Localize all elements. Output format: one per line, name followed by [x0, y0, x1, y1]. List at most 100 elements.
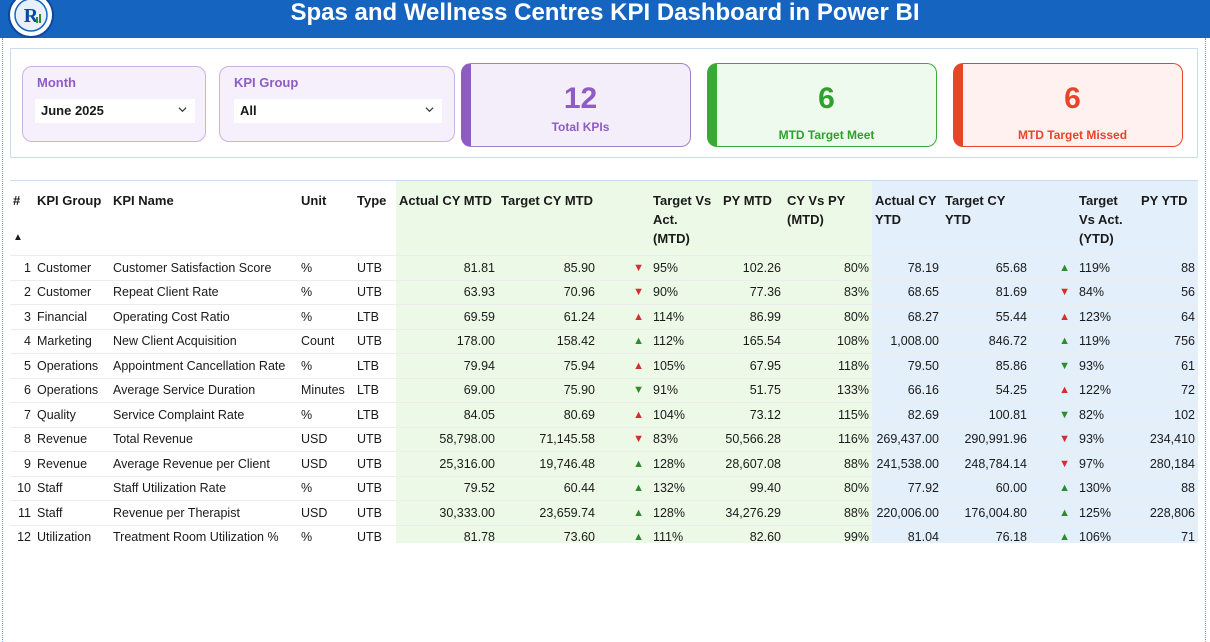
cell-actual-cy-mtd: 84.05 [396, 402, 498, 427]
cell-py-ytd: 756 [1138, 329, 1198, 354]
cell-target-cy-mtd: 80.69 [498, 402, 598, 427]
month-dropdown[interactable]: June 2025 [35, 99, 195, 123]
month-slicer: Month June 2025 [22, 66, 206, 142]
col-header-target-vs-act-ytd[interactable]: Target Vs Act. (YTD) [1076, 181, 1138, 256]
cell-actual-cy-mtd: 69.00 [396, 378, 498, 403]
cell-py-ytd: 61 [1138, 353, 1198, 378]
table-row[interactable]: 7 Quality Service Complaint Rate% LTB 84.05 8… [10, 402, 1198, 427]
cell-py-mtd: 165.54 [720, 329, 784, 354]
cell-py-mtd: 67.95 [720, 353, 784, 378]
cell-py-mtd: 77.36 [720, 280, 784, 305]
cell-actual-cy-ytd: 66.16 [872, 378, 942, 403]
cell-type: UTB [357, 334, 382, 349]
table-row[interactable]: 10 Staff Staff Utilization Rate% UTB 79.52 60… [10, 476, 1198, 501]
col-header-num[interactable]: # ▲ [10, 181, 34, 256]
table-row[interactable]: 12 Utilization Treatment Room Utilization … [10, 525, 1198, 543]
col-header-actual-cy-mtd[interactable]: Actual CY MTD [396, 181, 498, 256]
cell-cy-vs-py-mtd: 116% [784, 427, 872, 452]
cell-actual-cy-ytd: 1,008.00 [872, 329, 942, 354]
cell-unit: % [301, 481, 313, 496]
col-header-py-ytd[interactable]: PY YTD [1138, 181, 1198, 256]
cell-kpi-group: Customer [37, 260, 92, 275]
cell-target-cy-mtd: 71,145.58 [498, 427, 598, 452]
table-row[interactable]: 5 Operations Appointment Cancellation Rate… [10, 353, 1198, 378]
cell-cy-vs-py-mtd: 118% [784, 353, 872, 378]
cell-target-vs-act-mtd: 104% [650, 402, 720, 427]
col-header-unit[interactable]: Unit [301, 193, 327, 208]
cell-target-cy-ytd: 65.68 [942, 255, 1030, 280]
ytd-status-icon: ▼ [1030, 353, 1076, 378]
ytd-status-icon: ▼ [1030, 427, 1076, 452]
cell-actual-cy-ytd: 77.92 [872, 476, 942, 501]
cell-actual-cy-ytd: 79.50 [872, 353, 942, 378]
table-row[interactable]: 9 Revenue Average Revenue per Client USD UTB… [10, 451, 1198, 476]
cell-target-vs-act-mtd: 111% [650, 525, 720, 543]
cell-target-vs-act-ytd: 97% [1076, 451, 1138, 476]
cell-kpi-name: Operating Cost Ratio [113, 309, 230, 324]
cell-unit: % [301, 530, 313, 543]
cell-target-cy-ytd: 100.81 [942, 402, 1030, 427]
mtd-status-icon: ▼ [598, 378, 650, 403]
mtd-target-meet-label: MTD Target Meet [778, 128, 875, 142]
col-header-target-cy-ytd[interactable]: Target CY YTD [942, 181, 1030, 256]
table-row[interactable]: 2 Customer Repeat Client Rate% UTB 63.93 70.9… [10, 280, 1198, 305]
table-row[interactable]: 4 Marketing New Client Acquisition Count UTB… [10, 329, 1198, 354]
cell-actual-cy-mtd: 79.94 [396, 353, 498, 378]
cell-num: 2 [24, 285, 31, 300]
col-header-kpi-group[interactable]: KPI Group [37, 193, 102, 208]
cell-type: UTB [357, 285, 382, 300]
cell-kpi-group: Operations [37, 383, 99, 398]
cell-num: 7 [24, 407, 31, 422]
sort-ascending-icon[interactable]: ▲ [13, 232, 23, 243]
cell-kpi-name: Average Service Duration [113, 383, 256, 398]
mtd-status-icon: ▲ [598, 402, 650, 427]
frame-border-left [2, 38, 3, 642]
cell-py-ytd: 56 [1138, 280, 1198, 305]
cell-py-ytd: 88 [1138, 255, 1198, 280]
cell-py-mtd: 51.75 [720, 378, 784, 403]
company-logo: R [8, 0, 54, 38]
cell-actual-cy-mtd: 30,333.00 [396, 500, 498, 525]
month-label: Month [37, 75, 76, 90]
cell-kpi-group: Revenue [37, 432, 88, 447]
cell-type: UTB [357, 505, 382, 520]
col-header-cy-vs-py-mtd[interactable]: CY Vs PY (MTD) [784, 181, 872, 256]
col-header-target-cy-mtd[interactable]: Target CY MTD [498, 181, 598, 256]
ytd-status-icon: ▼ [1030, 451, 1076, 476]
cell-actual-cy-ytd: 81.04 [872, 525, 942, 543]
cell-target-vs-act-ytd: 84% [1076, 280, 1138, 305]
table-row[interactable]: 1 Customer Customer Satisfaction Score% UTB… [10, 255, 1198, 280]
kpi-group-dropdown[interactable]: All [234, 99, 442, 123]
cell-actual-cy-mtd: 178.00 [396, 329, 498, 354]
mtd-target-meet-card: 6 MTD Target Meet [707, 63, 937, 147]
cell-num: 6 [24, 383, 31, 398]
cell-target-cy-mtd: 60.44 [498, 476, 598, 501]
cell-kpi-group: Customer [37, 285, 92, 300]
cell-actual-cy-mtd: 69.59 [396, 304, 498, 329]
cell-cy-vs-py-mtd: 88% [784, 500, 872, 525]
col-header-type[interactable]: Type [357, 193, 387, 208]
col-header-target-vs-act-mtd[interactable]: Target Vs Act. (MTD) [650, 181, 720, 256]
table-row[interactable]: 8 Revenue Total Revenue USD UTB 58,798.00 71,1… [10, 427, 1198, 452]
col-header-py-mtd[interactable]: PY MTD [720, 181, 784, 256]
cell-kpi-name: Appointment Cancellation Rate [113, 358, 286, 373]
table-row[interactable]: 3 Financial Operating Cost Ratio% LTB 69.59 6… [10, 304, 1198, 329]
mtd-status-icon: ▼ [598, 280, 650, 305]
cell-num: 5 [24, 358, 31, 373]
cell-cy-vs-py-mtd: 80% [784, 476, 872, 501]
col-header-actual-cy-ytd[interactable]: Actual CY YTD [872, 181, 942, 256]
cell-target-cy-ytd: 81.69 [942, 280, 1030, 305]
total-kpis-value: 12 [563, 82, 598, 115]
table-row[interactable]: 6 Operations Average Service Duration Minut… [10, 378, 1198, 403]
cell-py-mtd: 34,276.29 [720, 500, 784, 525]
cell-actual-cy-ytd: 78.19 [872, 255, 942, 280]
ytd-status-icon: ▲ [1030, 304, 1076, 329]
cell-num: 8 [24, 432, 31, 447]
mtd-target-missed-value: 6 [1064, 82, 1081, 115]
table-row[interactable]: 11 Staff Revenue per Therapist USD UTB 30,333… [10, 500, 1198, 525]
cell-num: 1 [24, 260, 31, 275]
col-header-kpi-name[interactable]: KPI Name [113, 193, 174, 208]
cell-py-ytd: 228,806 [1138, 500, 1198, 525]
cell-actual-cy-ytd: 269,437.00 [872, 427, 942, 452]
mtd-target-meet-value: 6 [818, 82, 835, 115]
